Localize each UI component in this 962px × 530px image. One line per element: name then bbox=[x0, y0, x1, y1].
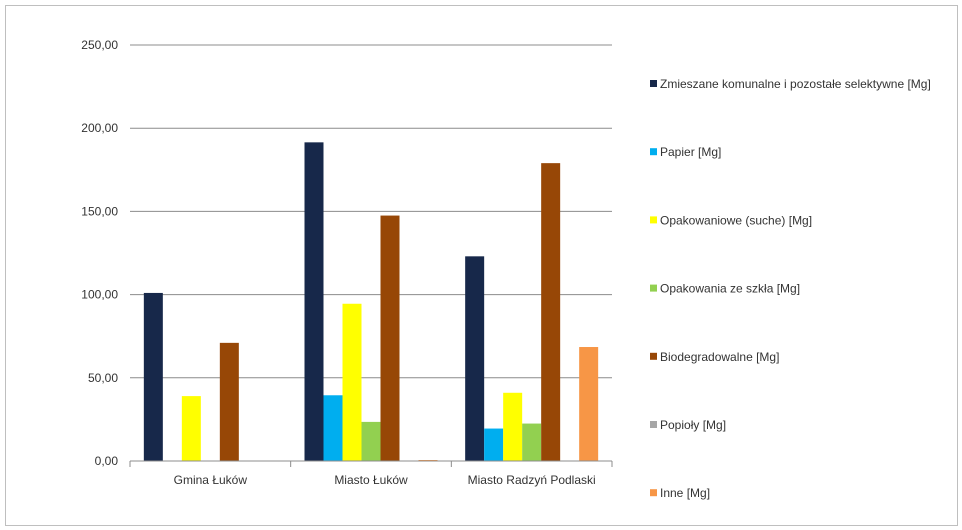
legend-label: Zmieszane komunalne i pozostałe selektyw… bbox=[660, 77, 931, 91]
bar bbox=[219, 342, 239, 461]
x-tick-label: Miasto Radzyń Podlaski bbox=[468, 473, 596, 487]
bar bbox=[484, 428, 504, 461]
bar bbox=[304, 142, 324, 461]
legend-swatch bbox=[650, 80, 657, 87]
bars-layer bbox=[143, 142, 599, 462]
legend-swatch bbox=[650, 352, 657, 360]
y-tick-label: 200,00 bbox=[81, 121, 118, 135]
legend-label: Opakowania ze szkła [Mg] bbox=[660, 282, 800, 296]
y-tick-label: 250,00 bbox=[81, 38, 118, 52]
y-tick-label: 100,00 bbox=[81, 288, 118, 302]
bar bbox=[503, 392, 523, 461]
bar bbox=[541, 163, 561, 462]
y-tick-label: 0,00 bbox=[95, 454, 119, 468]
legend-swatch bbox=[650, 216, 657, 224]
bar bbox=[522, 423, 542, 461]
x-tick-label: Miasto Łuków bbox=[334, 473, 408, 487]
x-tick-label: Gmina Łuków bbox=[174, 473, 248, 487]
bar bbox=[361, 421, 381, 461]
legend-label: Opakowaniowe (suche) [Mg] bbox=[660, 213, 812, 227]
legend-swatch bbox=[650, 421, 657, 428]
bar bbox=[579, 347, 599, 461]
legend-swatch bbox=[650, 148, 657, 156]
legend-label: Papier [Mg] bbox=[660, 145, 721, 159]
axis-layer: 0,00 50,00 100,00 150,00 200,00 250,00 Gmina Ł… bbox=[81, 38, 613, 487]
y-tick-label: 150,00 bbox=[81, 204, 118, 218]
bar bbox=[342, 303, 362, 461]
bar bbox=[323, 395, 343, 461]
grid-layer bbox=[130, 44, 612, 379]
bar bbox=[143, 292, 163, 461]
legend-swatch bbox=[650, 489, 657, 497]
legend: Zmieszane komunalne i pozostałe selektyw… bbox=[650, 77, 931, 500]
y-tick-label: 50,00 bbox=[88, 371, 118, 385]
bar bbox=[465, 256, 485, 461]
legend-label: Biodegradowalne [Mg] bbox=[660, 350, 779, 364]
legend-label: Inne [Mg] bbox=[660, 486, 710, 500]
bar bbox=[181, 396, 201, 461]
legend-label: Popioły [Mg] bbox=[660, 418, 726, 432]
bar bbox=[380, 215, 400, 461]
legend-swatch bbox=[650, 284, 657, 292]
